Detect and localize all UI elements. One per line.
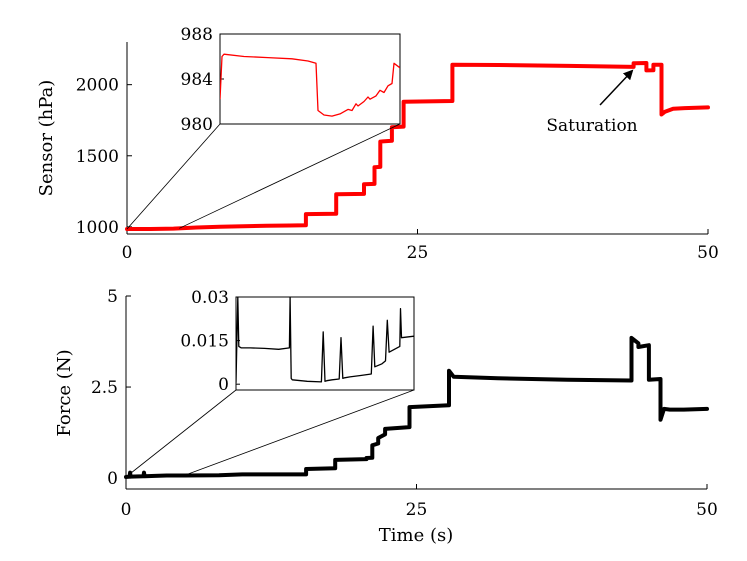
saturation-annotation: Saturation (546, 116, 637, 136)
force-y-ticks: 02.55 (91, 287, 131, 489)
sensor-y-tick-label: 2000 (76, 76, 119, 96)
sensor-y-ticks: 1000 1500 2000 (76, 76, 132, 238)
force-inset-y-ticks: 0 0.015 0.03 (180, 288, 240, 395)
force-inset-series-line (236, 297, 414, 383)
force-x-tick-label: 0 (121, 500, 132, 520)
sensor-x-tick-label: 0 (122, 243, 133, 263)
force-x-tick-label: 50 (696, 500, 718, 520)
force-inset-y-tick-label: 0.015 (180, 332, 229, 352)
sensor-x-tick-label: 50 (697, 243, 719, 263)
force-zoom-connector-left (125, 389, 237, 478)
sensor-x-tick-label: 25 (407, 243, 429, 263)
sensor-inset-y-tick-label: 988 (181, 25, 213, 45)
sensor-zoom-connector-left (126, 123, 221, 230)
force-inset-y-tick-label: 0 (218, 375, 229, 395)
sensor-y-tick-label: 1500 (76, 147, 119, 167)
sensor-inset-y-tick-label: 980 (181, 115, 213, 135)
force-y-tick-label: 2.5 (91, 378, 118, 398)
sensor-series-line (125, 61, 710, 231)
force-y-tick-label: 0 (107, 469, 118, 489)
sensor-y-tick-label: 1000 (76, 218, 119, 238)
sensor-inset-y-tick-label: 984 (181, 70, 213, 90)
force-y-label: Force (N) (54, 349, 75, 436)
force-panel: 02.55 0 25 50 Force (N) Time (s) 00.0150.0… (54, 287, 718, 546)
force-inset-y-tick-label: 0.03 (191, 288, 229, 308)
saturation-arrow (599, 69, 634, 106)
force-x-tick-label: 25 (406, 500, 428, 520)
force-zoom-connector-right (183, 389, 415, 476)
sensor-inset-y-ticks: 980 984 988 (181, 25, 224, 135)
sensor-y-label: Sensor (hPa) (36, 80, 57, 197)
sensor-inset-series-line (220, 53, 400, 117)
sensor-inset-frame (219, 33, 401, 125)
force-y-tick-label: 5 (107, 287, 118, 307)
force-x-ticks: 0 25 50 (121, 484, 718, 520)
sensor-zoom-connector-right (179, 123, 401, 229)
force-x-label: Time (s) (379, 525, 454, 546)
sensor-x-ticks: 0 25 50 (122, 229, 719, 263)
force-series-line (124, 335, 709, 479)
